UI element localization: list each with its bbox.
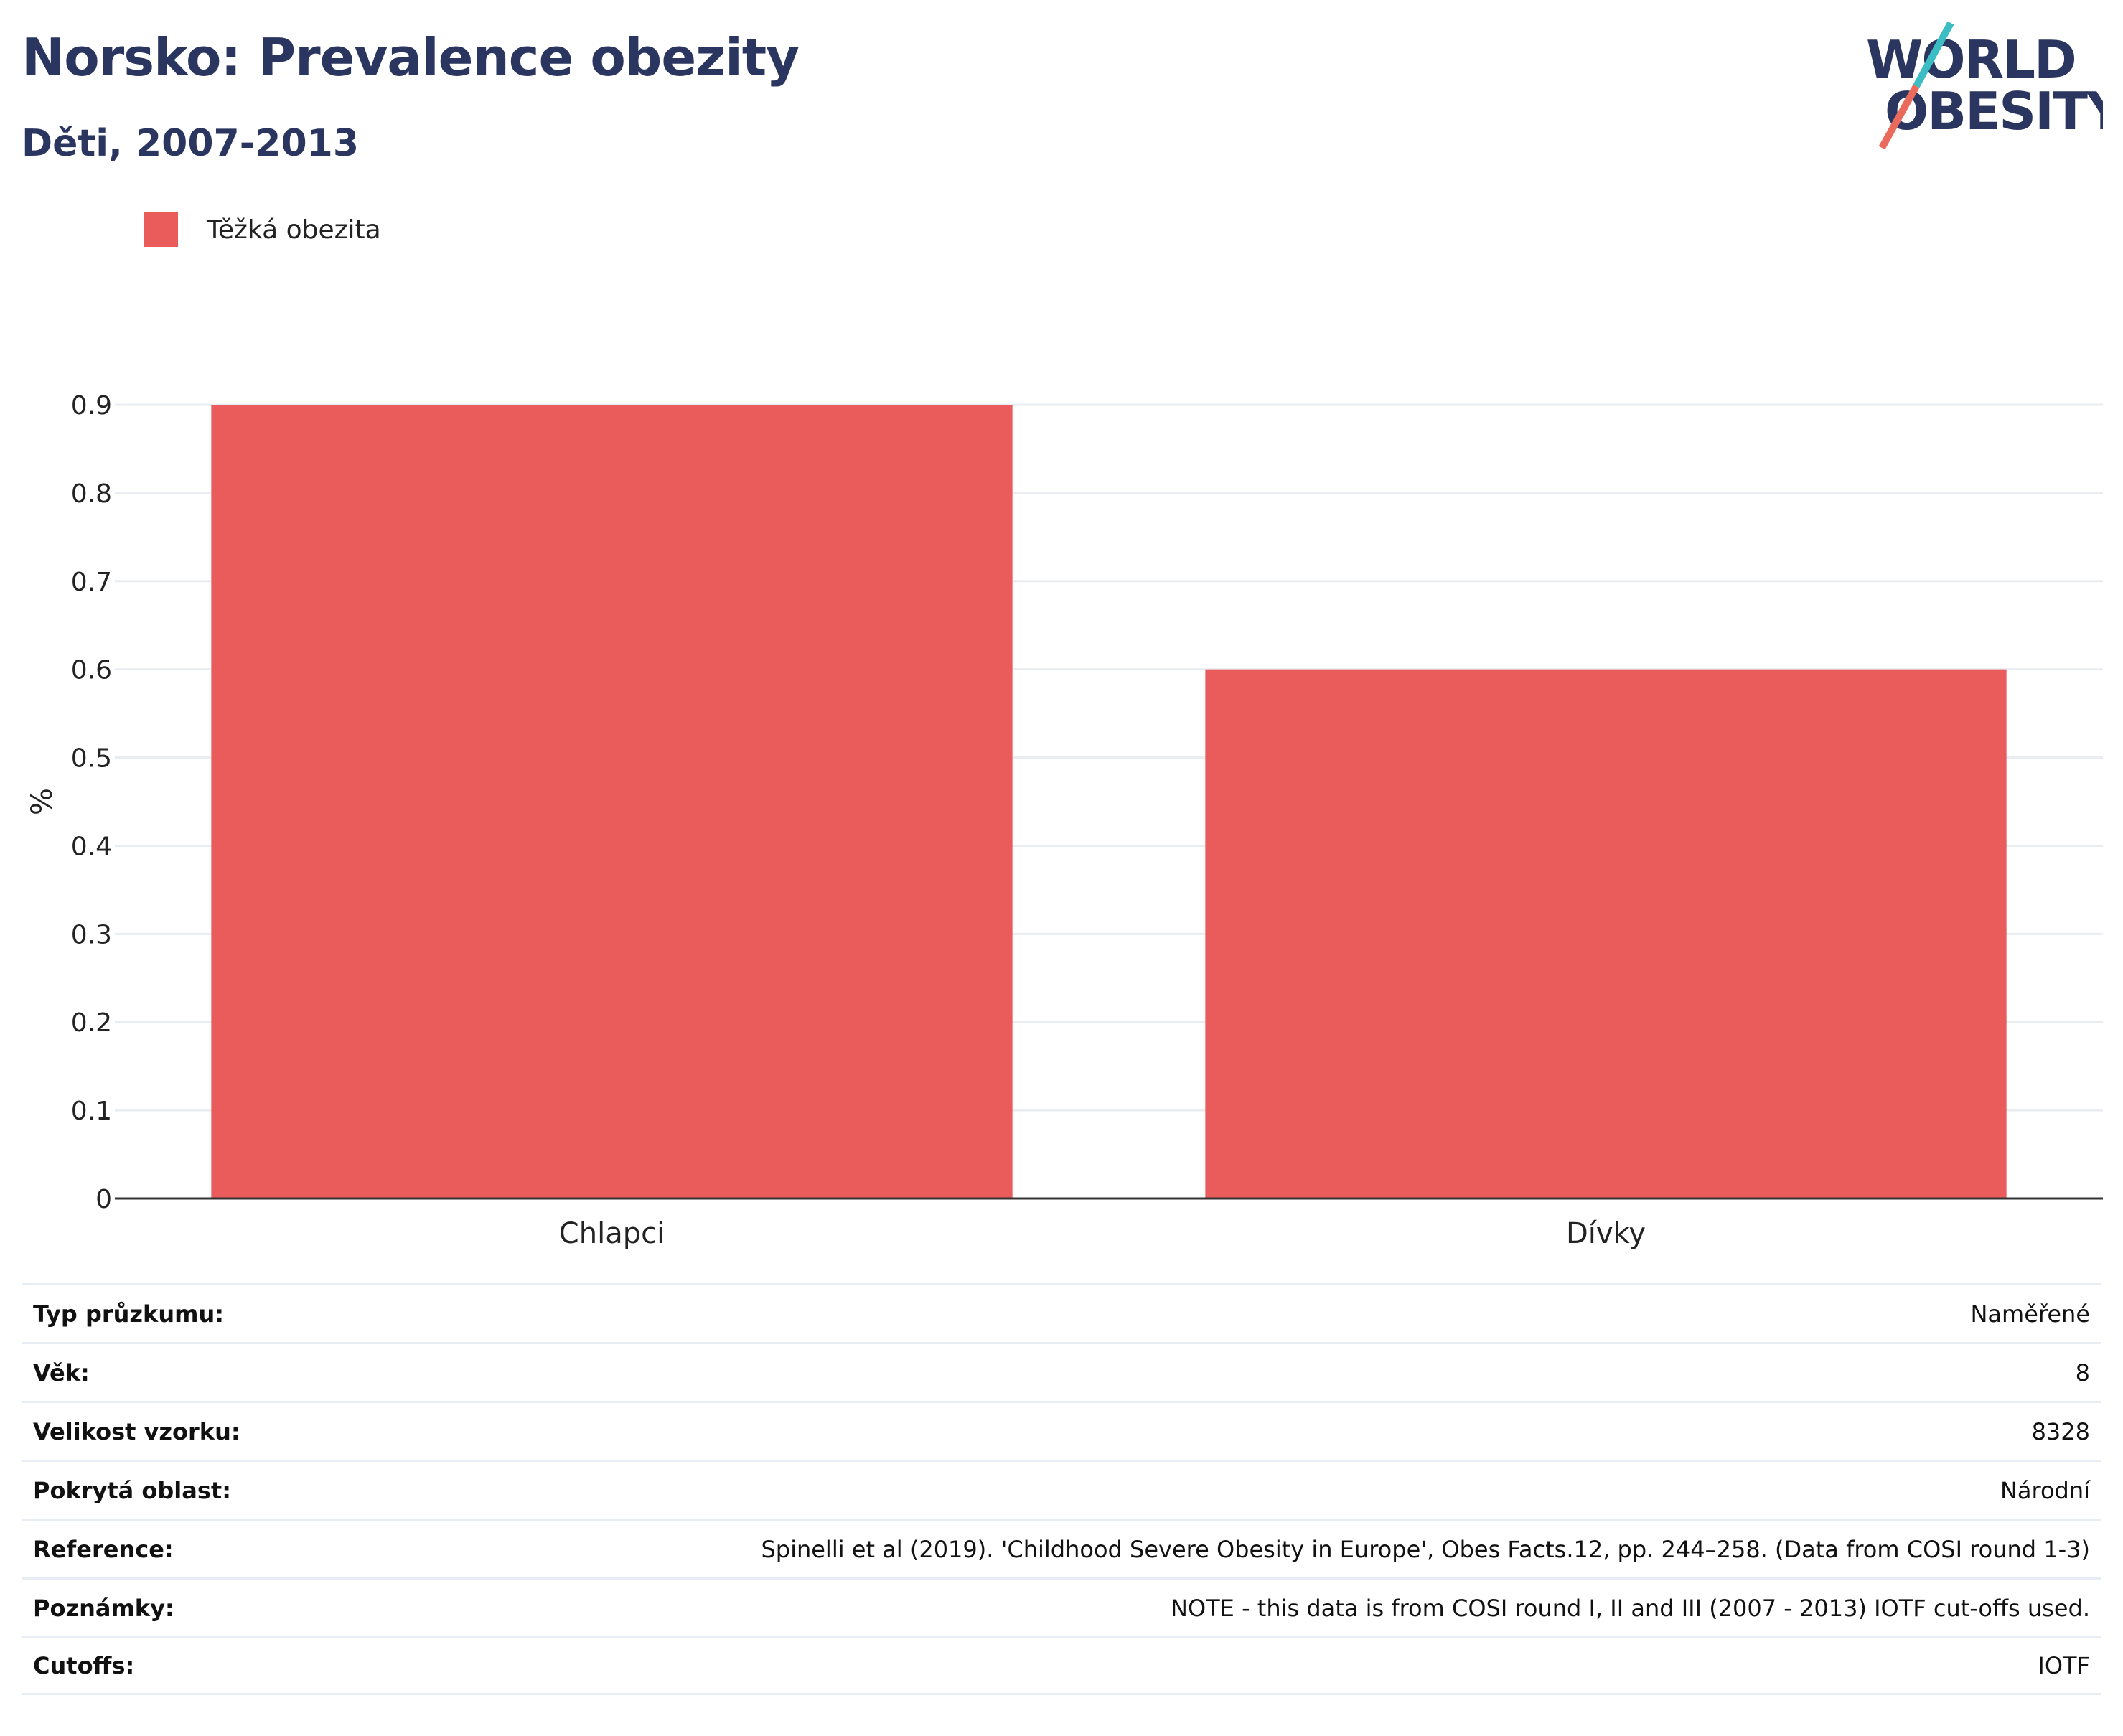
chart-title: Norsko: Prevalence obezity — [22, 27, 800, 88]
y-tick-label: 0.1 — [71, 1097, 112, 1126]
info-key: Reference: — [33, 1535, 174, 1563]
bar — [211, 405, 1013, 1198]
info-row: Poznámky: NOTE - this data is from COSI r… — [22, 1577, 2101, 1636]
bar — [1205, 669, 2007, 1198]
y-tick-label: 0.8 — [71, 479, 112, 509]
y-tick-label: 0.3 — [71, 920, 112, 949]
info-row: Reference: Spinelli et al (2019). 'Childh… — [22, 1519, 2101, 1577]
info-value: IOTF — [2038, 1652, 2090, 1679]
info-key: Poznámky: — [33, 1594, 174, 1622]
info-key: Pokrytá oblast: — [33, 1476, 231, 1504]
info-key: Velikost vzorku: — [33, 1417, 240, 1445]
info-value: 8 — [2075, 1359, 2090, 1387]
y-tick-label: 0.5 — [71, 744, 112, 774]
y-tick-label: 0.7 — [71, 568, 112, 597]
legend-swatch — [144, 212, 178, 247]
svg-text:WORLD: WORLD — [1866, 29, 2076, 90]
info-value: Naměřené — [1970, 1300, 2090, 1328]
x-category-label: Dívky — [1566, 1217, 1646, 1250]
info-value: 8328 — [2031, 1417, 2090, 1445]
info-key: Typ průzkumu: — [33, 1300, 225, 1328]
info-row: Typ průzkumu: Naměřené — [22, 1283, 2101, 1342]
info-row: Věk: 8 — [22, 1342, 2101, 1401]
y-tick-label: 0.9 — [71, 391, 112, 421]
y-tick-label: 0 — [95, 1185, 112, 1214]
info-table: Typ průzkumu: Naměřené Věk: 8 Velikost vzork… — [22, 1283, 2101, 1695]
svg-text:OBESITY: OBESITY — [1885, 81, 2103, 141]
chart-subtitle: Děti, 2007-2013 — [22, 122, 360, 165]
y-tick-label: 0.4 — [71, 832, 112, 861]
info-row: Velikost vzorku: 8328 — [22, 1401, 2101, 1460]
x-category-label: Chlapci — [559, 1217, 665, 1250]
bar-chart: 0 0.1 0.2 0.3 0.4 0.5 0.6 0.7 0.8 0.9% Chlapci Dívk… — [26, 391, 2103, 1250]
info-value: Spinelli et al (2019). 'Childhood Severe… — [761, 1535, 2090, 1563]
legend-label: Těžká obezita — [207, 215, 381, 245]
y-tick-label: 0.2 — [71, 1008, 112, 1038]
y-tick-label: 0.6 — [71, 656, 112, 685]
info-value: Národní — [2000, 1476, 2090, 1504]
info-value: NOTE - this data is from COSI round I, I… — [1171, 1594, 2090, 1622]
legend: Těžká obezita — [144, 212, 381, 247]
info-key: Cutoffs: — [33, 1652, 135, 1679]
y-axis-label: % — [26, 788, 59, 815]
info-key: Věk: — [33, 1359, 90, 1387]
world-obesity-logo: WORLD OBESITY — [1866, 22, 2103, 150]
info-row: Cutoffs: IOTF — [22, 1636, 2101, 1695]
info-row: Pokrytá oblast: Národní — [22, 1460, 2101, 1519]
